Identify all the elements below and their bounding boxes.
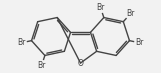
Text: Br: Br xyxy=(135,38,144,47)
Text: Br: Br xyxy=(38,61,46,70)
Text: O: O xyxy=(78,59,83,68)
Text: Br: Br xyxy=(126,9,134,18)
Text: Br: Br xyxy=(17,38,26,47)
Text: Br: Br xyxy=(96,3,105,12)
